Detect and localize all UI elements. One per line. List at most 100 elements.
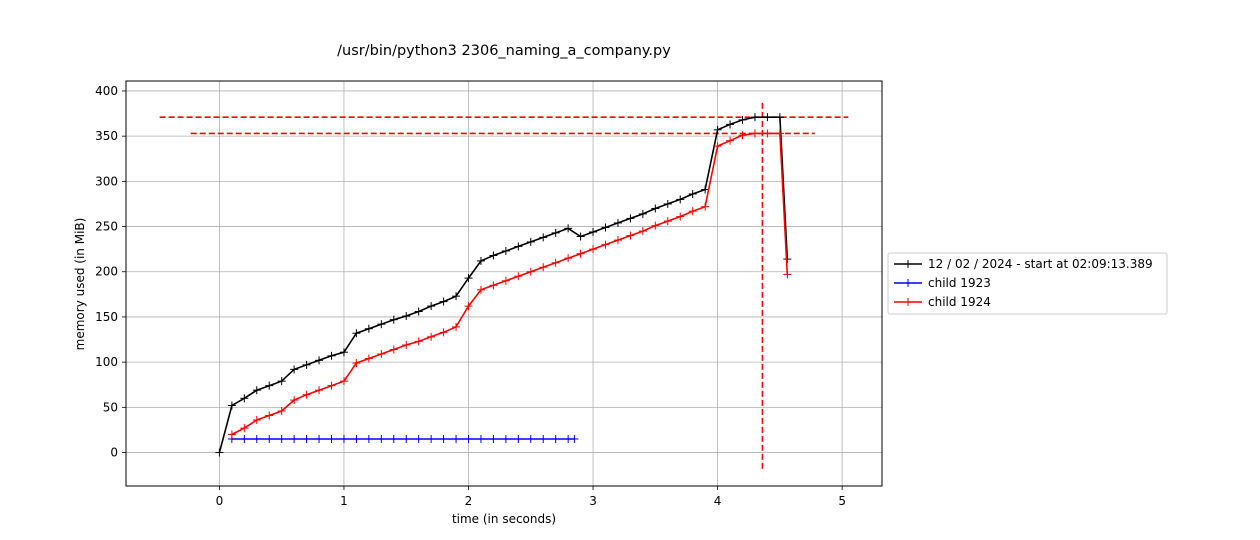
data-point	[663, 199, 672, 208]
data-point	[389, 345, 398, 354]
series-line	[218, 116, 789, 453]
data-point	[514, 272, 523, 281]
data-point	[651, 221, 660, 230]
data-point	[501, 276, 510, 285]
legend-item: 12 / 02 / 2024 - start at 02:09:13.389	[894, 257, 1153, 271]
legend-marker	[904, 298, 912, 306]
data-point	[414, 434, 423, 443]
chart-title: /usr/bin/python3 2306_naming_a_company.p…	[337, 43, 671, 59]
data-point	[252, 386, 261, 395]
y-tick-label: 400	[95, 84, 118, 98]
data-point	[763, 129, 772, 138]
data-point	[638, 209, 647, 218]
y-tick-label: 0	[110, 446, 118, 460]
x-tick-label: 2	[465, 494, 473, 508]
data-point	[601, 240, 610, 249]
legend-label: 12 / 02 / 2024 - start at 02:09:13.389	[928, 257, 1153, 271]
data-point	[676, 195, 685, 204]
data-point	[713, 125, 722, 134]
y-tick-label: 250	[95, 220, 118, 234]
data-point	[576, 249, 585, 258]
data-point	[414, 307, 423, 316]
data-point	[364, 354, 373, 363]
data-point	[539, 263, 548, 272]
data-point	[339, 434, 348, 443]
data-point	[364, 434, 373, 443]
data-point	[277, 406, 286, 415]
legend: 12 / 02 / 2024 - start at 02:09:13.389 ch…	[887, 252, 1168, 315]
data-point	[570, 434, 579, 443]
data-point	[589, 227, 598, 236]
data-point	[240, 434, 249, 443]
data-point	[613, 236, 622, 245]
data-point	[302, 390, 311, 399]
y-tick-label: 150	[95, 310, 118, 324]
data-point	[252, 434, 261, 443]
data-point	[427, 302, 436, 311]
data-point	[352, 434, 361, 443]
data-point	[290, 434, 299, 443]
data-point	[290, 365, 299, 374]
data-point	[564, 224, 573, 233]
data-point	[701, 185, 710, 194]
data-point	[452, 292, 461, 301]
data-point	[389, 434, 398, 443]
data-point	[402, 340, 411, 349]
series-1	[215, 113, 792, 457]
data-point	[327, 381, 336, 390]
reference-lines	[159, 100, 849, 469]
data-point	[464, 434, 473, 443]
data-point	[526, 237, 535, 246]
legend-marker	[904, 260, 912, 268]
data-point	[427, 434, 436, 443]
data-point	[564, 254, 573, 263]
y-tick-label: 300	[95, 174, 118, 188]
y-tick-label: 50	[103, 400, 118, 414]
legend-marker	[904, 279, 912, 287]
x-tick-label: 4	[714, 494, 722, 508]
legend-box	[887, 252, 1168, 315]
data-point	[265, 411, 274, 420]
data-point	[476, 285, 485, 294]
legend-label: child 1924	[928, 295, 991, 309]
series-layer	[215, 113, 792, 457]
legend-item: child 1923	[894, 276, 991, 290]
data-point	[501, 246, 510, 255]
data-point	[240, 394, 249, 403]
data-point	[775, 129, 784, 138]
data-point	[688, 207, 697, 216]
data-point	[613, 218, 622, 227]
data-point	[439, 328, 448, 337]
data-point	[452, 322, 461, 331]
data-point	[701, 202, 710, 211]
data-point	[339, 377, 348, 386]
data-point	[265, 434, 274, 443]
data-point	[227, 430, 236, 439]
data-point	[227, 401, 236, 410]
data-point	[402, 434, 411, 443]
series-2	[227, 434, 579, 443]
y-tick-label: 200	[95, 265, 118, 279]
series-line	[231, 132, 789, 436]
data-point	[377, 320, 386, 329]
data-point	[750, 129, 759, 138]
data-point	[315, 434, 324, 443]
data-point	[526, 434, 535, 443]
x-tick-label: 1	[340, 494, 348, 508]
data-point	[539, 233, 548, 242]
data-point	[551, 258, 560, 267]
data-point	[352, 329, 361, 338]
y-tick-label: 350	[95, 129, 118, 143]
data-point	[601, 223, 610, 232]
data-point	[783, 270, 792, 279]
data-point	[240, 424, 249, 433]
data-point	[402, 312, 411, 321]
data-point	[414, 337, 423, 346]
data-point	[514, 242, 523, 251]
data-point	[252, 416, 261, 425]
plot-frame	[125, 80, 883, 487]
x-tick-label: 3	[589, 494, 597, 508]
grid-lines	[126, 81, 882, 486]
